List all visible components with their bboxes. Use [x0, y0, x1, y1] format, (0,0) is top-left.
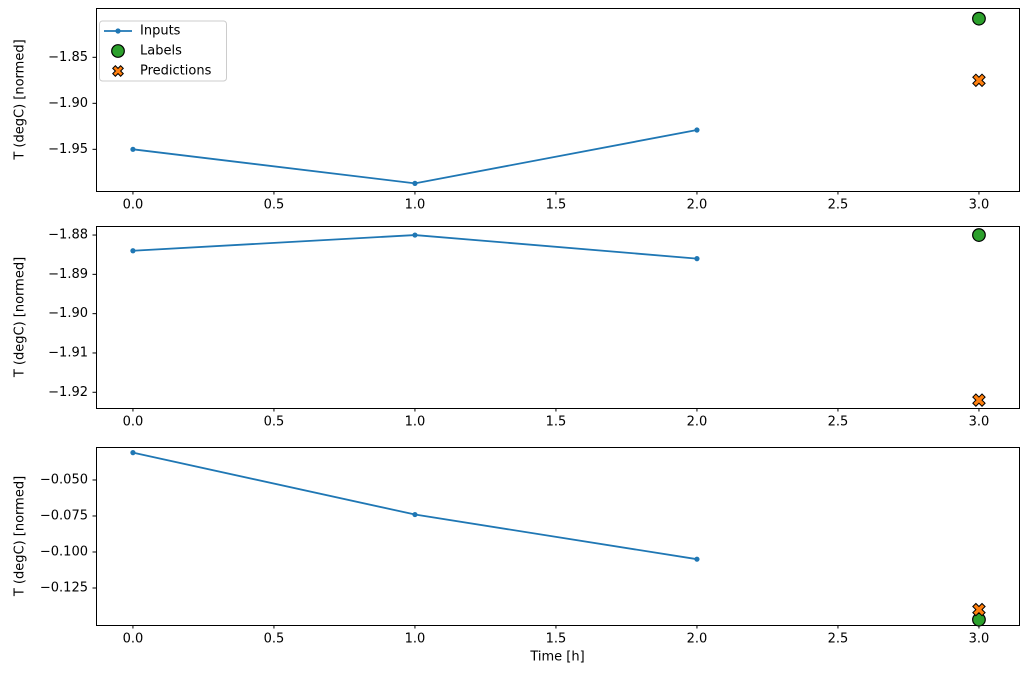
axes-border	[96, 226, 1020, 409]
legend-inputs-label: Inputs	[140, 24, 181, 39]
inputs-point	[412, 511, 418, 518]
y-tick-label: −1.89	[48, 267, 88, 282]
y-axis-label: T (degC) [normed]	[13, 476, 28, 597]
inputs-point	[130, 146, 136, 152]
y-tick-label: −0.100	[40, 544, 88, 559]
x-tick-label: 1.5	[546, 198, 567, 213]
legend: Inputs Labels Predictions	[99, 20, 227, 82]
y-tick-label: −0.075	[40, 508, 88, 523]
inputs-point	[412, 232, 418, 238]
legend-labels-circle-icon	[111, 44, 125, 58]
x-tick-label: 1.0	[405, 415, 426, 430]
inputs-point	[130, 248, 136, 254]
x-tick-label: 1.5	[546, 632, 567, 647]
legend-predictions-label: Predictions	[140, 64, 212, 79]
y-axis-label: T (degC) [normed]	[13, 39, 28, 160]
x-tick-label: 2.5	[828, 632, 849, 647]
inputs-point	[412, 180, 418, 186]
x-tick-label: 0.5	[264, 415, 285, 430]
x-tick-label: 0.0	[123, 415, 144, 430]
axes-border	[96, 8, 1020, 192]
inputs-point	[694, 127, 700, 133]
x-tick-label: 3.0	[969, 198, 990, 213]
y-tick-label: −1.91	[48, 345, 88, 360]
y-axis-label: T (degC) [normed]	[13, 257, 28, 378]
y-tick-label: −0.125	[40, 580, 88, 595]
legend-box	[99, 20, 227, 82]
legend-labels-label: Labels	[140, 44, 182, 59]
inputs-point	[694, 556, 700, 562]
subplot-2: −1.88 −1.89 −1.90 −1.91 −1.92 0.0 0.5 1.0 1.5 2.0…	[13, 226, 1020, 430]
subplot-1: −1.85 −1.90 −1.95 0.0 0.5 1.0 1.5 2.0 2.5 3.0 T (d…	[13, 8, 1020, 213]
x-tick-label: 2.0	[687, 632, 708, 647]
predictions-marker	[972, 602, 986, 617]
y-tick-label: −1.90	[48, 306, 88, 321]
x-tick-label: 2.0	[687, 198, 708, 213]
inputs-line	[132, 234, 698, 260]
y-tick-label: −1.95	[48, 142, 88, 157]
x-tick-label: 2.5	[828, 198, 849, 213]
labels-marker	[972, 11, 986, 26]
legend-inputs-dot-icon	[115, 28, 121, 34]
predictions-marker	[972, 73, 986, 88]
inputs-point	[694, 256, 700, 262]
x-axis-label: Time [h]	[529, 650, 584, 665]
y-tick-label: −1.85	[48, 50, 88, 65]
x-tick-label: 0.5	[264, 632, 285, 647]
x-tick-label: 1.0	[405, 198, 426, 213]
labels-marker	[972, 612, 986, 627]
x-tick-label: 0.5	[264, 198, 285, 213]
subplot-3: −0.050 −0.075 −0.100 −0.125 0.0 0.5 1.0 1.5 2.0 2…	[13, 447, 1020, 665]
y-tick-label: −0.050	[40, 472, 88, 487]
x-tick-label: 1.0	[405, 632, 426, 647]
labels-marker	[972, 228, 986, 242]
y-tick-label: −1.90	[48, 96, 88, 111]
y-tick-label: −1.92	[48, 385, 88, 400]
inputs-line	[132, 451, 698, 561]
predictions-marker	[972, 393, 986, 407]
x-tick-label: 3.0	[969, 632, 990, 647]
x-tick-label: 2.5	[828, 415, 849, 430]
legend-predictions-x-icon	[112, 65, 124, 77]
axes-border	[96, 447, 1020, 626]
x-tick-label: 2.0	[687, 415, 708, 430]
inputs-point	[130, 450, 136, 456]
x-tick-label: 3.0	[969, 415, 990, 430]
x-tick-label: 0.0	[123, 198, 144, 213]
x-tick-label: 1.5	[546, 415, 567, 430]
x-tick-label: 0.0	[123, 632, 144, 647]
inputs-line	[132, 129, 698, 185]
y-tick-label: −1.88	[48, 228, 88, 243]
